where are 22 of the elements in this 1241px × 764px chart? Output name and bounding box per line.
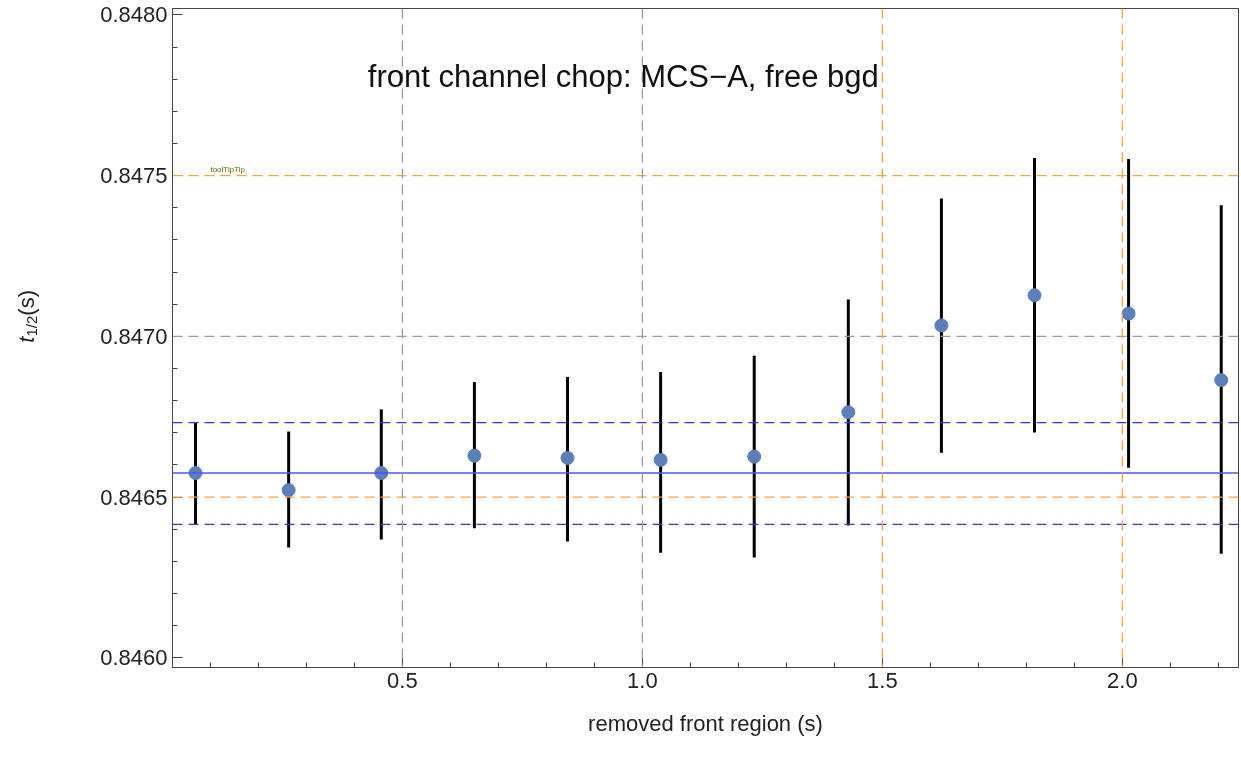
y-tick-label: 0.8460 (100, 645, 168, 671)
point (1027, 288, 1042, 303)
x-tick-label: 0.5 (387, 667, 418, 693)
point (560, 450, 575, 465)
x-tick-label: 1.0 (627, 667, 658, 693)
point (747, 449, 762, 464)
point (653, 452, 668, 467)
y-tick-label: 0.8475 (100, 163, 168, 189)
y-tick-label: 0.8465 (100, 484, 168, 510)
x-tick-label: 1.5 (867, 667, 898, 693)
annotation: toolTipTip (210, 164, 246, 174)
point (1214, 373, 1229, 388)
x-axis-title: removed front region (s) (588, 710, 823, 736)
y-tick-label: 0.8470 (100, 323, 168, 349)
point (1121, 306, 1136, 321)
point (934, 318, 949, 333)
point (467, 448, 482, 463)
text: front channel chop: MCS−A, free bgd (367, 59, 879, 94)
x-tick-label: 2.0 (1107, 667, 1138, 693)
y-tick-label: 0.8480 (100, 2, 168, 28)
point (281, 483, 296, 498)
point (841, 405, 856, 420)
